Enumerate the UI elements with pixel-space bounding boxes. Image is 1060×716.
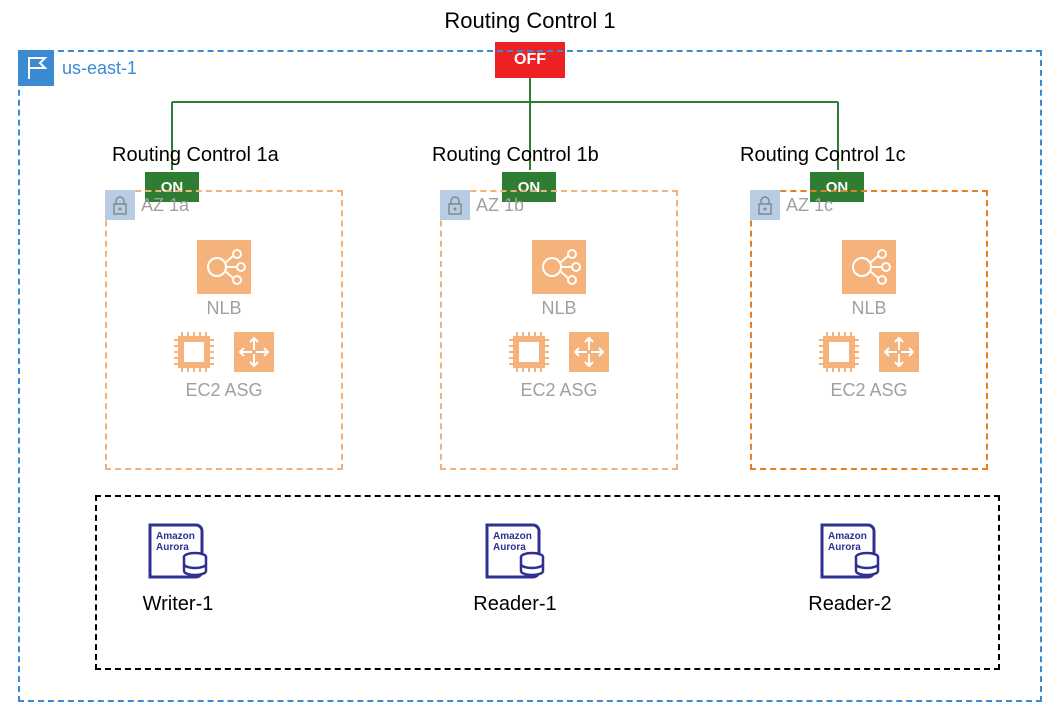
aurora-icon: Amazon Aurora (814, 515, 886, 587)
nlb-label: NLB (839, 298, 899, 319)
aurora-icon: Amazon Aurora (479, 515, 551, 587)
ec2-icon (815, 328, 863, 376)
az-box (440, 190, 678, 470)
az-label: AZ 1a (141, 195, 189, 216)
lock-icon (440, 190, 470, 220)
svg-text:Aurora: Aurora (493, 542, 526, 553)
svg-text:Aurora: Aurora (828, 542, 861, 553)
nlb-label: NLB (529, 298, 589, 319)
asg-icon (565, 328, 613, 376)
ec2-asg-label: EC2 ASG (174, 380, 274, 401)
nlb-icon (532, 240, 586, 294)
lock-icon (105, 190, 135, 220)
svg-text:Aurora: Aurora (156, 542, 189, 553)
aurora-instance-label: Reader-1 (455, 593, 575, 616)
nlb-icon (842, 240, 896, 294)
main-title: Routing Control 1 (430, 8, 630, 34)
az-label: AZ 1b (476, 195, 524, 216)
aurora-instance-label: Writer-1 (118, 593, 238, 616)
svg-text:Amazon: Amazon (156, 531, 195, 542)
nlb-icon (197, 240, 251, 294)
routing-control-title: Routing Control 1a (112, 144, 279, 167)
lock-icon (750, 190, 780, 220)
region-label: us-east-1 (62, 58, 137, 79)
svg-text:Amazon: Amazon (828, 531, 867, 542)
az-box (750, 190, 988, 470)
aurora-instance-label: Reader-2 (790, 593, 910, 616)
ec2-asg-label: EC2 ASG (819, 380, 919, 401)
az-label: AZ 1c (786, 195, 833, 216)
svg-text:Amazon: Amazon (493, 531, 532, 542)
ec2-asg-label: EC2 ASG (509, 380, 609, 401)
asg-icon (230, 328, 278, 376)
routing-control-title: Routing Control 1c (740, 144, 906, 167)
ec2-icon (505, 328, 553, 376)
diagram-canvas: Routing Control 1 OFF us-east-1 Routing … (0, 0, 1060, 716)
ec2-icon (170, 328, 218, 376)
region-flag-icon (18, 50, 54, 86)
nlb-label: NLB (194, 298, 254, 319)
routing-control-title: Routing Control 1b (432, 144, 599, 167)
az-box (105, 190, 343, 470)
asg-icon (875, 328, 923, 376)
aurora-icon: Amazon Aurora (142, 515, 214, 587)
